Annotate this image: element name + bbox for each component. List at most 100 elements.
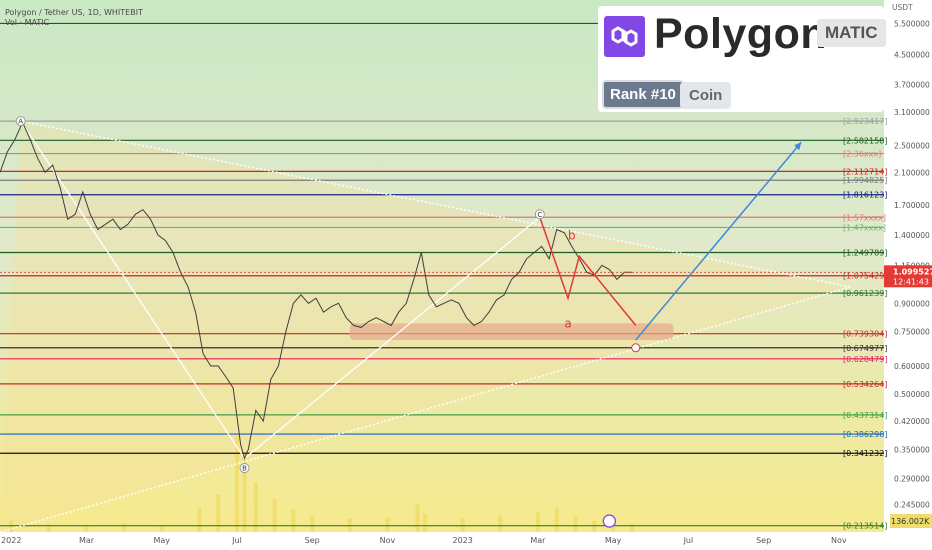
projection-arrow-icon (794, 142, 802, 151)
volume-bar (122, 522, 127, 532)
wave-marker (15, 116, 26, 127)
brand-card: Polygon MATIC Rank #10 Coin (598, 6, 886, 112)
projection-line (635, 141, 802, 341)
fib-level-label: [0.341232] (843, 449, 887, 458)
brand-name: Polygon (654, 10, 828, 58)
wave-label-B: B (242, 465, 247, 473)
volume-bar (197, 507, 202, 532)
time-tick-label: Mar (79, 536, 95, 545)
volume-bar (46, 523, 51, 532)
fib-level-label: [0.739304] (843, 330, 887, 339)
time-axis-background (0, 532, 884, 550)
lower-trendline (0, 286, 851, 533)
lightning-icon (602, 514, 617, 528)
time-tick-label: Mar (530, 536, 546, 545)
price-tick-label: 1.700000 (894, 201, 930, 210)
fib-level-label: [2.112714] (843, 167, 887, 176)
volume-bar (234, 433, 239, 532)
volume-bar (611, 522, 616, 532)
fib-level-label: [0.213514] (843, 522, 887, 531)
price-tick-label: 2.100000 (894, 168, 930, 177)
time-tick-label: May (153, 536, 170, 545)
wave-marker (534, 209, 545, 220)
time-tick-label: Nov (380, 536, 396, 545)
volume-bar (498, 515, 503, 532)
volume-bar (629, 523, 634, 532)
price-tick-label: 2.500000 (894, 141, 930, 150)
fib-level-label: [0.386298] (843, 430, 887, 439)
correction-path (539, 217, 637, 326)
fib-level-label: [2.582158] (843, 136, 887, 145)
fib-level-label: [0.437314] (843, 411, 887, 420)
volume-bar (423, 513, 428, 532)
category-badge: Coin (680, 82, 732, 109)
time-tick-label: May (605, 536, 622, 545)
price-tick-label: 3.100000 (894, 108, 930, 117)
support-zone (349, 323, 674, 340)
fib-level-label: [1.994825] (843, 176, 887, 185)
fib-level-label: [0.674977] (843, 344, 887, 353)
time-tick-label: 2022 (1, 536, 21, 545)
symbol-title[interactable]: Polygon / Tether US, 1D, WHITEBIT (5, 8, 143, 17)
volume-value-badge (890, 514, 932, 528)
time-tick-label: Nov (831, 536, 847, 545)
price-tick-label: 0.900000 (894, 299, 930, 308)
fib-level-label: [1.57xxxx] (843, 213, 886, 222)
fib-level-label: [1.249789] (843, 249, 887, 258)
time-tick-label: Jul (683, 536, 694, 545)
volume-indicator-label[interactable]: Vol · MATIC (5, 18, 50, 27)
rank-badge: Rank #10 (602, 80, 684, 109)
volume-bar (272, 499, 277, 532)
wave-label-C: C (537, 211, 542, 219)
current-price-value: 1.099527 (893, 267, 932, 276)
wave-label-A: A (18, 118, 23, 126)
price-tick-label: 0.420000 (894, 417, 930, 426)
volume-bar (253, 482, 258, 532)
fib-level-label: [0.628479] (843, 355, 887, 364)
price-tick-label: 4.500000 (894, 50, 930, 59)
wave-label-a: a (564, 316, 571, 330)
upper-trendline (20, 120, 851, 288)
target-marker (631, 343, 641, 353)
price-tick-label: 3.700000 (894, 81, 930, 90)
volume-bar (159, 525, 164, 532)
price-tick-label: 0.245000 (894, 500, 930, 509)
axis-unit-label: USDT (892, 3, 913, 12)
volume-bar (573, 515, 578, 532)
price-tick-label: 0.350000 (894, 445, 930, 454)
volume-value-label: 136.002K (891, 517, 930, 526)
volume-bar (291, 508, 296, 532)
ticker-badge: MATIC (817, 19, 886, 47)
volume-bar (385, 517, 390, 532)
price-tick-label: 0.600000 (894, 362, 930, 371)
price-line (0, 121, 632, 460)
chart-header: Polygon / Tether US, 1D, WHITEBIT Vol · … (5, 8, 143, 28)
fib-level-label: [2.36xxx] (843, 150, 881, 159)
volume-bar (415, 504, 420, 532)
fib-level-label: [1.47xxxx] (843, 223, 886, 232)
current-price-badge (884, 265, 932, 288)
price-tick-label: 0.290000 (894, 474, 930, 483)
time-tick-label: 2023 (453, 536, 473, 545)
volume-bar (216, 494, 221, 532)
volume-bar (554, 507, 559, 532)
time-tick-label: Sep (756, 536, 771, 545)
time-tick-label: Jul (231, 536, 242, 545)
price-tick-label: 0.750000 (894, 327, 930, 336)
fib-level-label: [1.816123] (843, 191, 887, 200)
polygon-logo-icon (604, 16, 645, 57)
volume-bar (242, 453, 247, 532)
volume-bar (310, 515, 315, 532)
countdown-timer: 12:41:43 (893, 277, 929, 286)
price-tick-label: 1.400000 (894, 231, 930, 240)
fib-level-label: [0.534264] (843, 380, 887, 389)
volume-bar (535, 512, 540, 532)
wave-label-b: b (568, 228, 576, 242)
price-tick-label: 5.500000 (894, 19, 930, 28)
fib-level-label: [0.961239] (843, 289, 887, 298)
time-tick-label: Sep (305, 536, 320, 545)
wave-marker (239, 463, 250, 473)
fib-level-label: [1.075429] (843, 272, 887, 281)
volume-bar (84, 524, 89, 532)
fib-level-label: [2.923417] (843, 117, 887, 126)
